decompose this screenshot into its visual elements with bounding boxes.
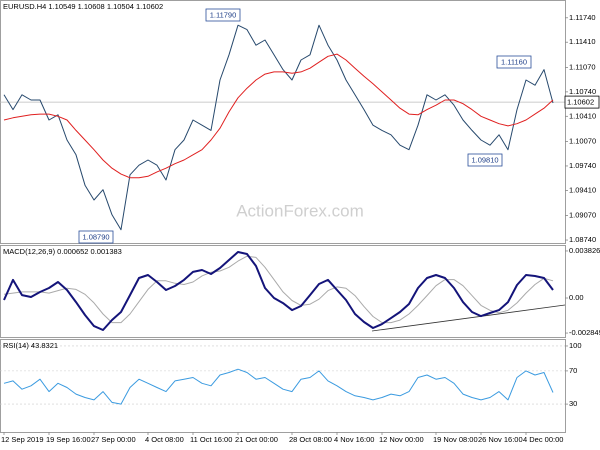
- panel-frame: [0, 245, 566, 338]
- x-tick-label: 4 Nov 16:00: [334, 435, 374, 444]
- panel-title: MACD(12,26,9) 0.000652 0.001383: [3, 247, 122, 256]
- x-tick-label: 12 Nov 00:00: [379, 435, 424, 444]
- panel-title: EURUSD.H4 1.10549 1.10608 1.10504 1.1060…: [3, 2, 163, 11]
- price-label: 1.10602: [567, 98, 594, 107]
- y-tick-label: 1.09740: [569, 161, 596, 170]
- annotation-label: 1.09810: [471, 155, 498, 164]
- y-tick-label: 30: [569, 399, 577, 408]
- annotation: 1.11160: [496, 55, 532, 69]
- x-tick-label: 4 Oct 08:00: [145, 435, 184, 444]
- annotation-label: 1.11790: [210, 10, 237, 19]
- y-tick-label: -0.002849: [569, 328, 600, 337]
- y-tick-label: 1.10070: [569, 136, 596, 145]
- series-line: [3, 24, 554, 231]
- x-tick-label: 19 Nov 08:00: [433, 435, 478, 444]
- y-tick-label: 1.11070: [569, 62, 596, 71]
- x-tick-label: 12 Sep 2019: [1, 435, 44, 444]
- series-line: [3, 255, 554, 324]
- x-tick-label: 11 Oct 16:00: [190, 435, 232, 444]
- trend-line: [371, 304, 566, 332]
- series-line: [3, 251, 554, 331]
- annotation-label: 1.11160: [501, 57, 527, 66]
- y-tick-label: 100: [569, 341, 582, 350]
- y-tick-label: 1.10740: [569, 87, 596, 96]
- panel-title: RSI(14) 43.8321: [3, 341, 58, 350]
- y-tick-label: 1.08740: [569, 235, 596, 244]
- annotation-label: 1.08790: [82, 232, 109, 241]
- x-tick-label: 21 Oct 00:00: [235, 435, 278, 444]
- y-tick-label: 70: [569, 366, 577, 375]
- y-tick-label: 0.00: [569, 293, 584, 302]
- annotations: 1.11790 1.08790 1.11160 1.09810: [78, 8, 532, 244]
- y-tick-label: 0.003826: [569, 246, 600, 255]
- y-tick-label: 1.11410: [569, 37, 596, 46]
- y-tick-label: 1.09410: [569, 185, 596, 194]
- series-line: [3, 53, 554, 179]
- y-tick-label: 1.10410: [569, 111, 596, 120]
- panel-frame: [0, 0, 566, 244]
- x-tick-label: 26 Nov 16:00: [478, 435, 523, 444]
- x-tick-label: 27 Sep 00:00: [91, 435, 136, 444]
- series-line: [3, 368, 554, 405]
- annotation: 1.08790: [78, 230, 114, 244]
- annotation: 1.09810: [467, 153, 503, 167]
- y-tick-label: 1.09070: [569, 211, 596, 220]
- price-label-box: [564, 95, 600, 109]
- x-tick-label: 28 Oct 08:00: [289, 435, 332, 444]
- y-tick-label: 1.11740: [569, 13, 596, 22]
- panel-frame: [0, 339, 566, 433]
- x-tick-label: 4 Dec 00:00: [523, 435, 563, 444]
- annotation: 1.11790: [205, 8, 241, 22]
- x-tick-label: 19 Sep 16:00: [46, 435, 91, 444]
- watermark: ActionForex.com: [236, 201, 364, 220]
